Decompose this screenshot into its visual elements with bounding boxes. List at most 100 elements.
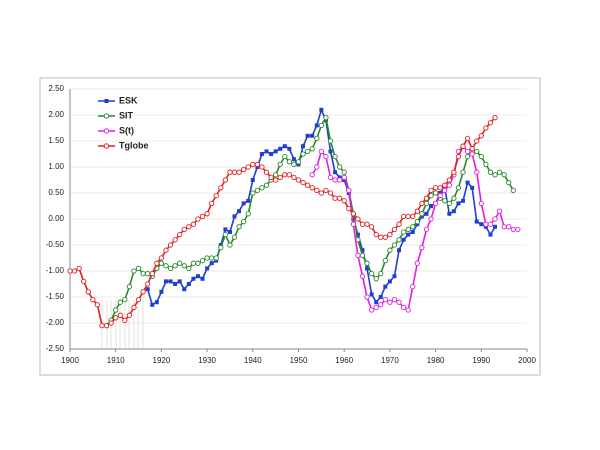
x-tick-label: 1910 (107, 356, 125, 365)
point (213, 255, 219, 261)
point (310, 133, 315, 138)
point (446, 200, 452, 207)
point (241, 166, 247, 173)
y-tick-label: 2.50 (48, 84, 64, 93)
point (81, 278, 87, 285)
x-tick-label: 1900 (61, 356, 79, 365)
point (318, 190, 324, 196)
point (487, 221, 494, 227)
point (419, 211, 425, 217)
point (291, 157, 296, 162)
y-tick-label: -2.00 (46, 318, 65, 327)
point (113, 307, 119, 313)
point (469, 146, 475, 152)
point (227, 169, 233, 175)
point (442, 187, 448, 194)
point (410, 224, 416, 230)
point (272, 172, 279, 178)
point (150, 302, 155, 307)
point (464, 148, 471, 155)
point (391, 226, 398, 233)
point (397, 248, 402, 253)
point (273, 149, 278, 154)
point (172, 263, 178, 269)
point (195, 260, 201, 266)
point (478, 200, 484, 207)
point (451, 169, 457, 175)
point (300, 151, 306, 157)
point (378, 302, 384, 308)
point (300, 179, 306, 186)
legend-marker (103, 128, 110, 134)
point (209, 255, 215, 261)
x-tick-label: 1950 (290, 356, 308, 365)
point (410, 230, 415, 234)
point (182, 287, 187, 292)
point (227, 242, 233, 248)
point (332, 153, 338, 160)
point (99, 322, 105, 329)
y-tick-label: 0.00 (48, 214, 64, 223)
point (474, 138, 480, 144)
point (364, 260, 370, 266)
point (341, 198, 347, 204)
point (135, 265, 142, 272)
point (145, 287, 150, 292)
x-tick-label: 2000 (518, 356, 536, 365)
point (309, 172, 315, 178)
point (355, 252, 361, 259)
point (432, 185, 439, 191)
point (259, 185, 265, 191)
point (419, 200, 425, 207)
point (474, 169, 480, 175)
point (428, 216, 434, 222)
point (451, 209, 456, 214)
point (231, 169, 238, 175)
legend-marker (104, 99, 109, 103)
point (278, 146, 283, 151)
point (506, 179, 512, 186)
point (368, 270, 375, 277)
point (478, 153, 484, 160)
point (378, 270, 384, 277)
x-tick-label: 1980 (427, 356, 445, 365)
point (282, 172, 288, 178)
point (117, 312, 123, 318)
point (396, 299, 402, 305)
point (328, 149, 333, 154)
point (318, 122, 324, 129)
point (222, 231, 229, 238)
point (323, 153, 329, 160)
point (447, 211, 452, 216)
point (483, 221, 489, 227)
point (154, 300, 159, 305)
point (336, 177, 343, 183)
point (245, 164, 251, 170)
point (323, 114, 329, 121)
point (478, 133, 484, 139)
point (496, 169, 503, 175)
y-tick-label: 2.00 (48, 110, 64, 119)
point (360, 248, 365, 253)
point (355, 232, 360, 237)
point (336, 164, 343, 170)
point (359, 273, 366, 279)
point (492, 216, 498, 222)
point (177, 231, 183, 238)
point (332, 195, 338, 201)
legend-label: S(t) (119, 125, 134, 135)
point (126, 283, 133, 290)
point (304, 148, 311, 155)
point (410, 283, 416, 290)
point (323, 187, 329, 194)
point (374, 300, 379, 305)
x-tick-label: 1960 (335, 356, 353, 365)
point (341, 174, 347, 181)
point (396, 221, 402, 227)
point (241, 201, 246, 206)
point (158, 260, 165, 266)
point (286, 159, 293, 165)
point (282, 153, 288, 160)
point (428, 187, 434, 194)
point (419, 244, 425, 251)
